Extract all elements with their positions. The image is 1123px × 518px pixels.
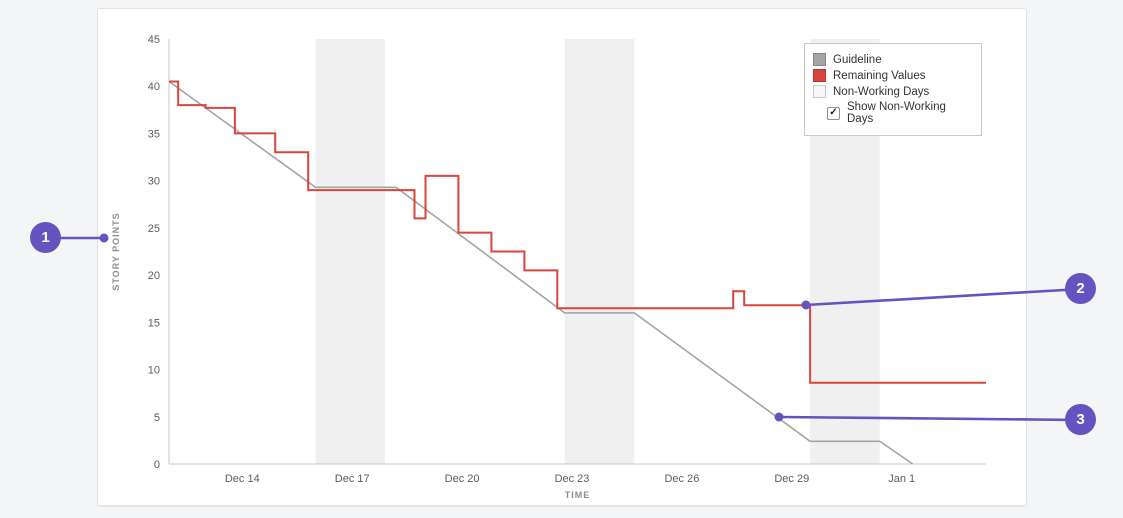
guideline-swatch [813, 53, 826, 66]
legend-label-guideline: Guideline [833, 53, 882, 66]
non-working-days-swatch [813, 85, 826, 98]
callout-badge-2: 2 [1065, 273, 1096, 304]
y-tick-label: 45 [148, 34, 160, 46]
series-guideline [168, 80, 914, 465]
y-tick-label: 40 [148, 81, 160, 93]
x-tick-label: Dec 14 [225, 473, 260, 485]
y-tick-label: 0 [154, 459, 160, 471]
x-tick-label: Dec 17 [335, 473, 370, 485]
y-axis-title: STORY POINTS [111, 212, 121, 290]
burndown-chart-card: 0 5 10 15 20 25 30 35 40 45 Dec 14 Dec 17 Dec 20 Dec … [97, 8, 1027, 506]
y-tick-label: 30 [148, 176, 160, 188]
x-tick-label: Jan 1 [888, 473, 915, 485]
callout-badge-1: 1 [30, 222, 61, 253]
y-tick-label: 10 [148, 365, 160, 377]
legend-item-guideline: Guideline [813, 53, 973, 66]
y-tick-label: 25 [148, 223, 160, 235]
x-tick-label: Dec 26 [664, 473, 699, 485]
y-tick-label: 20 [148, 270, 160, 282]
legend-item-remaining-values: Remaining Values [813, 69, 973, 82]
legend-item-non-working-days: Non-Working Days [813, 85, 973, 98]
callout-badge-3: 3 [1065, 404, 1096, 435]
legend-label-show-non-working-days: Show Non-Working Days [847, 101, 946, 125]
legend-label-remaining-values: Remaining Values [833, 69, 926, 82]
y-tick-label: 15 [148, 317, 160, 329]
show-nonworking-checkbox[interactable]: ✓ [827, 106, 840, 120]
non-working-day-band [564, 39, 635, 464]
x-tick-label: Dec 23 [555, 473, 590, 485]
x-axis-title: TIME [565, 490, 591, 500]
series-remaining-values [169, 80, 986, 384]
y-tick-label: 5 [154, 412, 160, 424]
legend-item-show-non-working-days: ✓ Show Non-Working Days [827, 101, 973, 125]
burndown-chart: 0 5 10 15 20 25 30 35 40 45 Dec 14 Dec 17 Dec 20 Dec … [111, 34, 986, 500]
remaining-values-swatch [813, 69, 826, 82]
x-tick-label: Dec 29 [774, 473, 809, 485]
y-tick-label: 35 [148, 128, 160, 140]
non-working-day-band [315, 39, 386, 464]
x-tick-label: Dec 20 [445, 473, 480, 485]
chart-legend: Guideline Remaining Values Non-Working D… [804, 43, 982, 136]
legend-label-non-working-days: Non-Working Days [833, 85, 930, 98]
